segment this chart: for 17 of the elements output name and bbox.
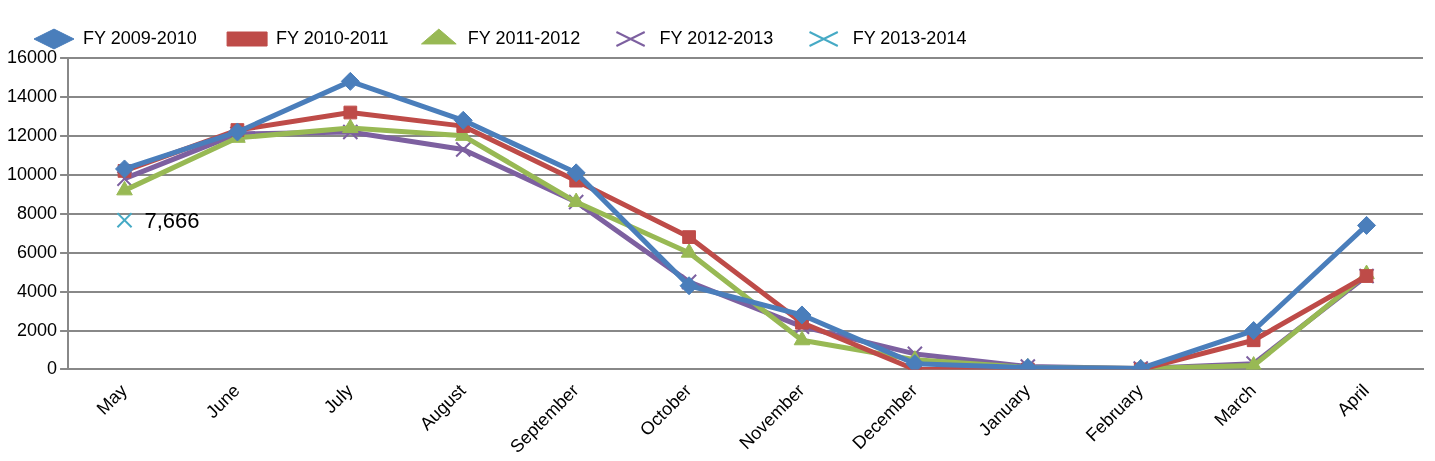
y-tick-label: 10000 — [6, 163, 58, 184]
x-tick-label: May — [92, 380, 131, 419]
legend-label: FY 2010-2011 — [276, 27, 389, 48]
legend-label: FY 2011-2012 — [467, 27, 581, 48]
legend-label: FY 2013-2014 — [852, 27, 967, 48]
legend-label: FY 2009-2010 — [83, 27, 197, 48]
y-tick-label: 12000 — [6, 124, 58, 145]
y-tick-label: 16000 — [6, 46, 58, 67]
y-tick-label: 0 — [47, 358, 58, 379]
legend-label: FY 2012-2013 — [659, 27, 774, 48]
y-tick-label: 2000 — [17, 319, 58, 340]
y-tick-label: 4000 — [17, 280, 58, 301]
y-tick-label: 6000 — [17, 241, 58, 262]
y-tick-label: 8000 — [17, 202, 58, 223]
x-tick-label: July — [319, 380, 357, 418]
y-tick-label: 14000 — [6, 85, 58, 106]
data-label: 7,666 — [144, 208, 200, 234]
